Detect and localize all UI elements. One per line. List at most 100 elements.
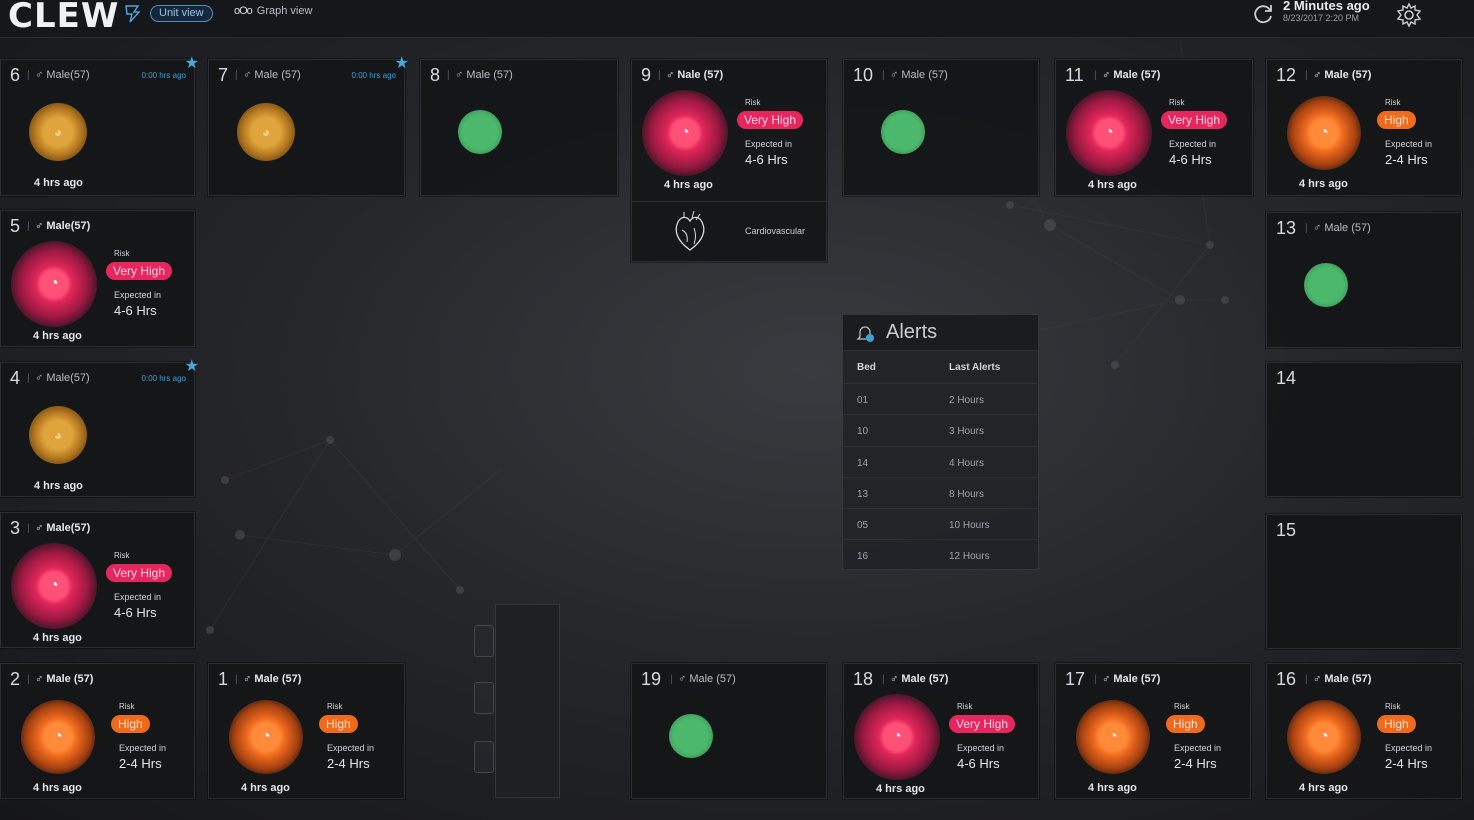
very-high-risk-indicator[interactable]: ◔ [642, 90, 728, 176]
alert-bed: 10 [857, 426, 869, 438]
bed-card-1[interactable]: 1 | ♂ Male (57) ◔ Risk High Expected in 2-4 Hrs… [208, 663, 405, 799]
male-icon: ♂ [1313, 222, 1325, 234]
risk-label: Risk [1385, 98, 1401, 107]
star-icon[interactable]: ★ [184, 55, 199, 72]
expected-window: 2-4 Hrs [119, 756, 162, 771]
bed-card-18[interactable]: 18 | ♂ Male (57) ◔ Risk Very High Expected in 4… [843, 663, 1039, 799]
bed-card-17[interactable]: 17 | ♂ Male (57) ◔ Risk High Expected in 2-4 Hr… [1055, 663, 1251, 799]
bed-number: 1 [218, 669, 229, 689]
expected-window: 2-4 Hrs [327, 756, 370, 771]
alert-bed: 14 [857, 457, 869, 469]
bed-number: 19 [641, 669, 662, 689]
alert-row[interactable]: 05 10 Hours [843, 508, 1038, 539]
bed-card-3[interactable]: 3 | ♂ Male(57) ◔ Risk Very High Expected in 4-6… [0, 512, 195, 648]
patient-demographics: ♂ Male (57) [890, 673, 948, 685]
station-panel [495, 604, 560, 798]
watch-indicator[interactable]: ◕ [29, 103, 87, 161]
pulse-icon: ◔ [53, 728, 63, 745]
risk-label: Risk [1174, 702, 1190, 711]
patient-demographics: ♂ Male (57) [455, 69, 513, 81]
bed-card-15[interactable]: 15 [1266, 514, 1462, 649]
patient-sex-age: Male (57) [1113, 673, 1161, 685]
stable-indicator[interactable] [458, 110, 502, 154]
col-last-alerts: Last Alerts [949, 362, 1001, 373]
risk-badge: High [1377, 111, 1416, 129]
separator: | [882, 70, 885, 81]
very-high-risk-indicator[interactable]: ◔ [11, 241, 97, 327]
bed-card-7[interactable]: 7 | ♂ Male (57) 0:00 hrs ago ★ ◕ [208, 55, 409, 196]
star-icon[interactable]: ★ [184, 358, 199, 375]
timer-icon: ◕ [53, 427, 63, 443]
bed-card-6[interactable]: 6 | ♂ Male(57) 0:00 hrs ago ★ ◕ 4 hrs ago [0, 55, 199, 196]
expected-label: Expected in [327, 743, 375, 753]
last-assessed: 4 hrs ago [1299, 178, 1348, 190]
bed-card-16[interactable]: 16 | ♂ Male (57) ◔ Risk High Expected in 2-4 Hr… [1266, 663, 1462, 799]
high-risk-indicator[interactable]: ◔ [21, 700, 95, 774]
bed-card-13[interactable]: 13 | ♂ Male (57) [1266, 212, 1462, 348]
alert-last: 2 Hours [949, 395, 985, 406]
expected-label: Expected in [1385, 139, 1433, 149]
alert-bed: 01 [857, 395, 869, 406]
top-bar: CLEW Unit view oOo Graph view 2 Minutes a… [0, 0, 1474, 38]
bed-card-5[interactable]: 5 | ♂ Male(57) ◔ Risk Very High Expected in 4-6… [0, 210, 195, 347]
patient-sex-age: Male(57) [46, 220, 91, 232]
bed-card-4[interactable]: 4 | ♂ Male(57) 0:00 hrs ago ★ ◕ 4 hrs ago [0, 358, 199, 497]
bed-card-19[interactable]: 19 | ♂ Male (57) [631, 663, 827, 799]
bed-card-10[interactable]: 10 | ♂ Male (57) [843, 59, 1039, 196]
alert-row[interactable]: 13 8 Hours [843, 476, 1038, 508]
last-assessed: 4 hrs ago [33, 782, 82, 794]
very-high-risk-indicator[interactable]: ◔ [1066, 90, 1152, 176]
high-risk-indicator[interactable]: ◔ [1287, 96, 1361, 170]
bed-card-8[interactable]: 8 | ♂ Male (57) [420, 59, 618, 196]
stable-indicator[interactable] [669, 714, 713, 758]
alert-row[interactable]: 16 12 Hours [843, 539, 1038, 570]
patient-demographics: ♂ Male (57) [678, 673, 736, 685]
bed-card-2[interactable]: 2 | ♂ Male (57) ◔ Risk High Expected in 2-4 Hrs… [0, 663, 195, 799]
alerts-title: Alerts [886, 321, 938, 343]
very-high-risk-indicator[interactable]: ◔ [11, 543, 97, 629]
alert-row[interactable]: 10 3 Hours [843, 414, 1038, 445]
unit-view-toggle[interactable]: Unit view [150, 5, 213, 22]
graph-view-toggle[interactable]: oOo Graph view [234, 5, 312, 17]
male-icon: ♂ [243, 69, 255, 81]
last-assessed: 4 hrs ago [33, 330, 82, 342]
bed-number: 4 [10, 368, 21, 388]
male-icon: ♂ [1313, 673, 1325, 685]
risk-label: Risk [1385, 702, 1401, 711]
male-icon: ♂ [455, 69, 467, 81]
watch-indicator[interactable]: ◕ [237, 103, 295, 161]
very-high-risk-indicator[interactable]: ◔ [854, 694, 940, 780]
patient-sex-age: Male (57) [466, 69, 513, 81]
high-risk-indicator[interactable]: ◔ [229, 700, 303, 774]
bed-card-9[interactable]: 9 | ♂ Nale (57) ◔ Risk Very High Expected in 4-… [631, 59, 827, 262]
patient-sex-age: Male (57) [46, 673, 94, 685]
separator: | [27, 523, 30, 534]
patient-demographics: ♂ Male (57) [243, 69, 301, 81]
patient-demographics: ♂ Male (57) [1102, 673, 1160, 685]
stable-indicator[interactable] [1304, 263, 1348, 307]
separator: | [658, 70, 661, 81]
watch-indicator[interactable]: ◕ [29, 406, 87, 464]
high-risk-indicator[interactable]: ◔ [1287, 700, 1361, 774]
high-risk-indicator[interactable]: ◔ [1076, 700, 1150, 774]
refresh-icon[interactable] [1250, 1, 1276, 27]
male-icon: ♂ [35, 522, 47, 534]
patient-demographics: ♂ Male (57) [1102, 69, 1160, 81]
alert-row[interactable]: 01 2 Hours [843, 383, 1038, 414]
cardiovascular-section[interactable]: Cardiovascular [632, 201, 826, 261]
gear-icon[interactable] [1396, 2, 1422, 28]
patient-demographics: ♂ Male (57) [890, 69, 948, 81]
expected-label: Expected in [114, 592, 162, 602]
bed-card-14[interactable]: 14 [1266, 362, 1462, 497]
bed-card-11[interactable]: 11 | ♂ Male (57) ◔ Risk Very High Expected in 4… [1055, 59, 1253, 196]
star-icon[interactable]: ★ [394, 55, 409, 72]
watch-timer: 0:00 hrs ago [141, 374, 186, 383]
bed-card-12[interactable]: 12 | ♂ Male (57) ◔ Risk High Expected in 2-4 Hr… [1266, 59, 1462, 196]
last-updated-relative: 2 Minutes ago [1283, 0, 1370, 13]
last-assessed: 4 hrs ago [1088, 782, 1137, 794]
risk-label: Risk [327, 702, 343, 711]
alert-row[interactable]: 14 4 Hours [843, 445, 1038, 477]
stable-indicator[interactable] [881, 110, 925, 154]
patient-demographics: ♂ Male(57) [35, 220, 90, 232]
patient-demographics: ♂ Male(57) [35, 522, 90, 534]
